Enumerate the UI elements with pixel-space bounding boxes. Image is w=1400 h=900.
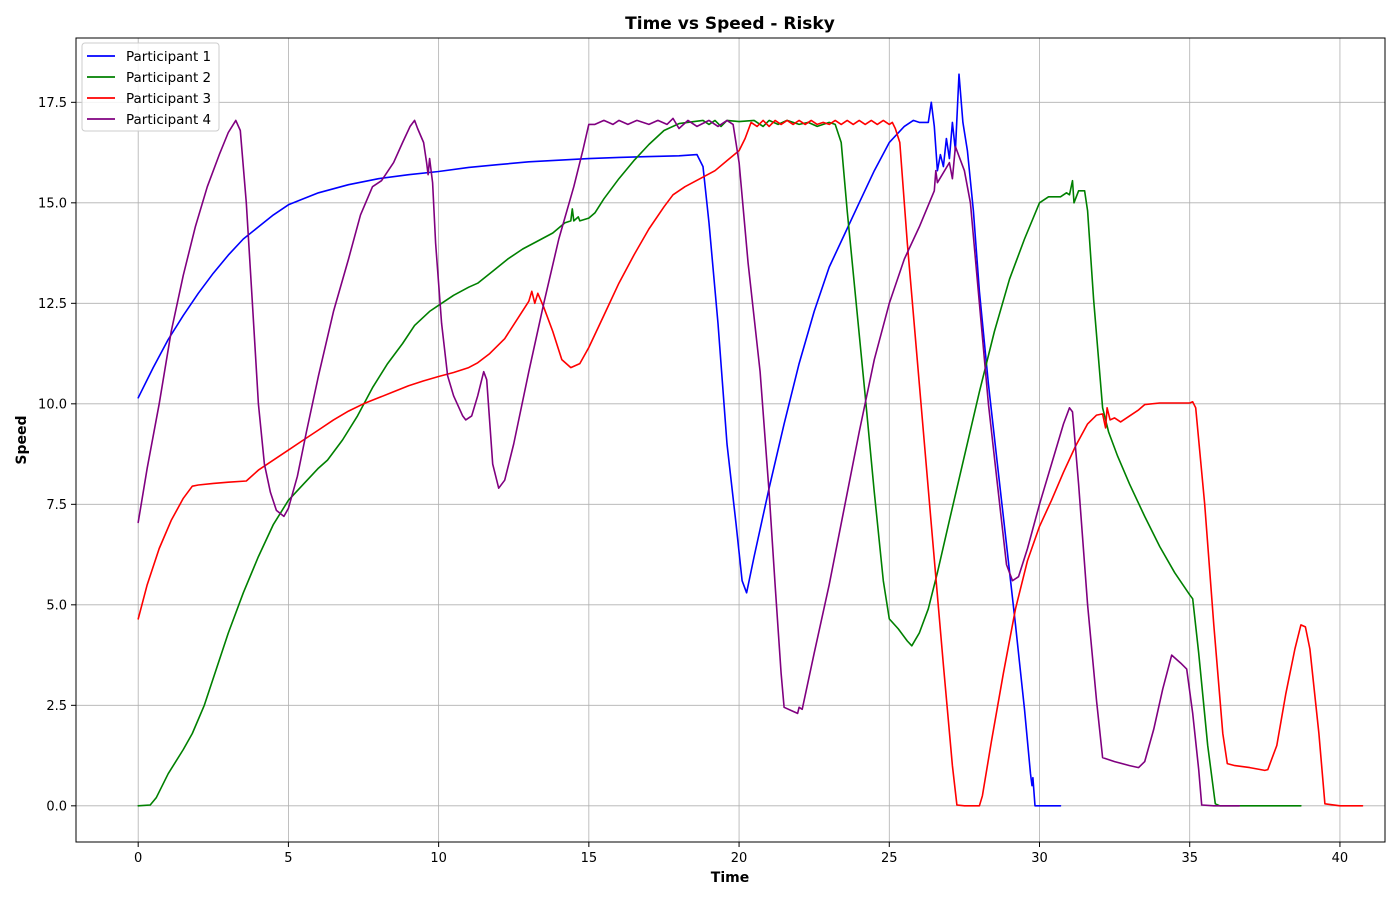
plot-frame (75, 37, 1386, 843)
y-tick-label: 12.5 (38, 297, 67, 312)
x-tick-label: 30 (1031, 851, 1048, 866)
series-line-participant-2 (137, 119, 1302, 807)
y-tick-label: 10.0 (38, 397, 67, 412)
y-tick-label: 5.0 (46, 598, 67, 613)
x-tick-label: 40 (1332, 851, 1349, 866)
legend-label-participant-2: Participant 2 (126, 70, 211, 86)
y-tick-label: 2.5 (46, 699, 67, 714)
y-tick-label: 17.5 (38, 96, 67, 111)
series-line-participant-4 (137, 117, 1241, 807)
x-axis-title: Time (711, 870, 749, 886)
legend-label-participant-3: Participant 3 (126, 91, 211, 107)
y-tick-label: 0.0 (46, 799, 67, 814)
x-tick-label: 20 (731, 851, 748, 866)
x-tick-label: 15 (581, 851, 598, 866)
x-tick-label: 25 (881, 851, 898, 866)
series-line-participant-3 (137, 119, 1364, 807)
x-tick-label: 35 (1181, 851, 1198, 866)
x-tick-label: 5 (284, 851, 292, 866)
x-axis: 0 5 10 15 20 25 30 35 40 (134, 842, 1348, 866)
legend-label-participant-1: Participant 1 (126, 49, 211, 65)
plot-area (137, 73, 1364, 807)
legend-label-participant-4: Participant 4 (126, 112, 211, 128)
x-tick-label: 10 (430, 851, 447, 866)
legend-box (81, 42, 220, 132)
y-axis-title: Speed (14, 415, 30, 464)
legend: Participant 1 Participant 2 Participant 3 P… (81, 42, 220, 132)
chart-title: Time vs Speed - Risky (625, 14, 835, 34)
y-tick-label: 15.0 (38, 196, 67, 211)
y-axis: 0.0 2.5 5.0 7.5 10.0 12.5 15.0 17.5 (38, 96, 76, 814)
series-line-participant-1 (137, 73, 1062, 807)
y-tick-label: 7.5 (46, 498, 67, 513)
x-tick-label: 0 (134, 851, 142, 866)
